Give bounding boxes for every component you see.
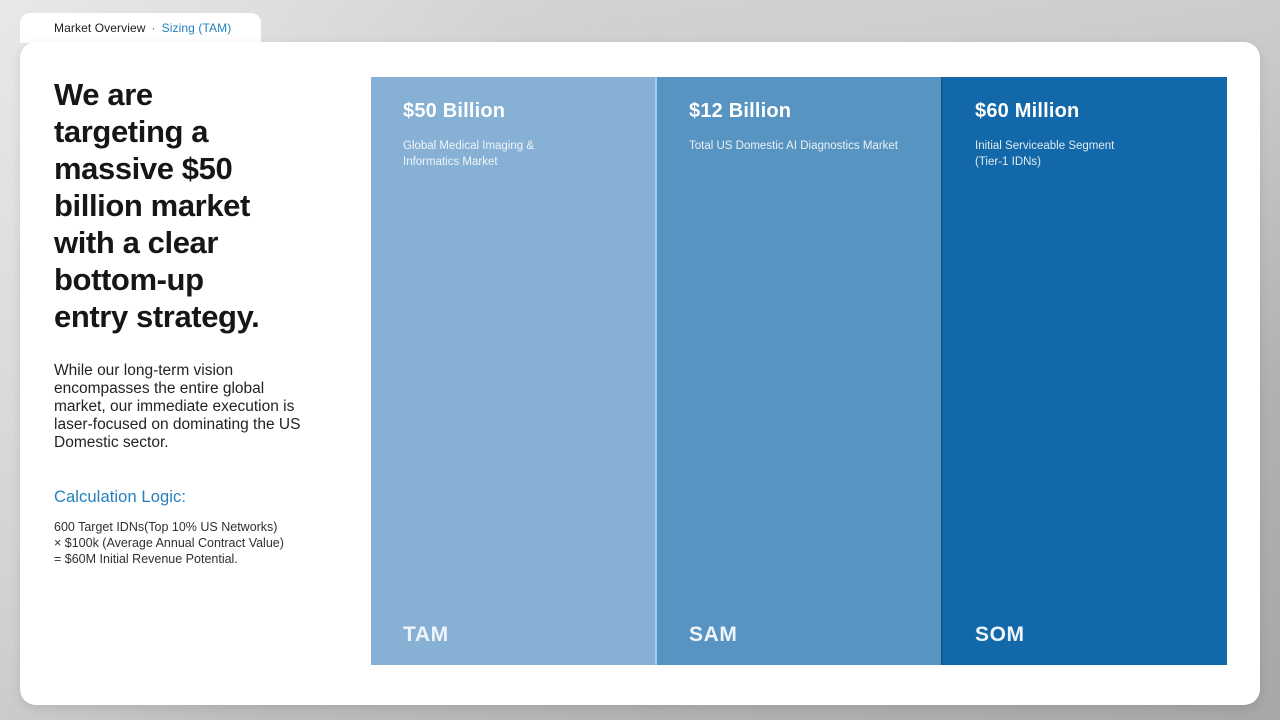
som-label: SOM <box>975 623 1025 646</box>
som-value: $60 Million <box>975 100 1080 122</box>
som-column: $60 Million Initial Serviceable Segment … <box>941 77 1227 665</box>
sam-column: $12 Billion Total US Domestic AI Diagnos… <box>655 77 941 665</box>
tam-label: TAM <box>403 623 449 646</box>
som-description: Initial Serviceable Segment (Tier-1 IDNs… <box>975 140 1115 168</box>
calculation-line-2: × $100k (Average Annual Contract Value) <box>54 536 284 550</box>
tam-description: Global Medical Imaging & Informatics Mar… <box>403 140 535 168</box>
calculation-logic-lines: 600 Target IDNs(Top 10% US Networks) × $… <box>54 519 354 567</box>
slide-paragraph: While our long-term vision encompasses t… <box>54 362 301 451</box>
tab-breadcrumb-separator: · <box>151 21 156 35</box>
slide-card: We are targeting a massive $50 billion m… <box>20 42 1260 705</box>
tab-breadcrumb-secondary: Sizing (TAM) <box>161 21 232 35</box>
tab-breadcrumb-primary: Market Overview <box>54 21 146 35</box>
calculation-line-3: = $60M Initial Revenue Potential. <box>54 552 238 566</box>
sam-value: $12 Billion <box>689 100 792 122</box>
tam-column: $50 Billion Global Medical Imaging & Inf… <box>371 77 655 665</box>
sam-label: SAM <box>689 623 738 646</box>
calculation-logic-title: Calculation Logic: <box>54 488 187 506</box>
market-sizing-columns: $50 Billion Global Medical Imaging & Inf… <box>371 77 1227 665</box>
slide-section-tab[interactable]: Market Overview · Sizing (TAM) <box>20 13 262 43</box>
slide-headline: We are targeting a massive $50 billion m… <box>54 77 260 334</box>
left-text-panel: We are targeting a massive $50 billion m… <box>54 76 354 567</box>
tam-value: $50 Billion <box>403 100 506 122</box>
sam-description: Total US Domestic AI Diagnostics Market <box>689 140 898 152</box>
calculation-line-1: 600 Target IDNs(Top 10% US Networks) <box>54 520 278 534</box>
